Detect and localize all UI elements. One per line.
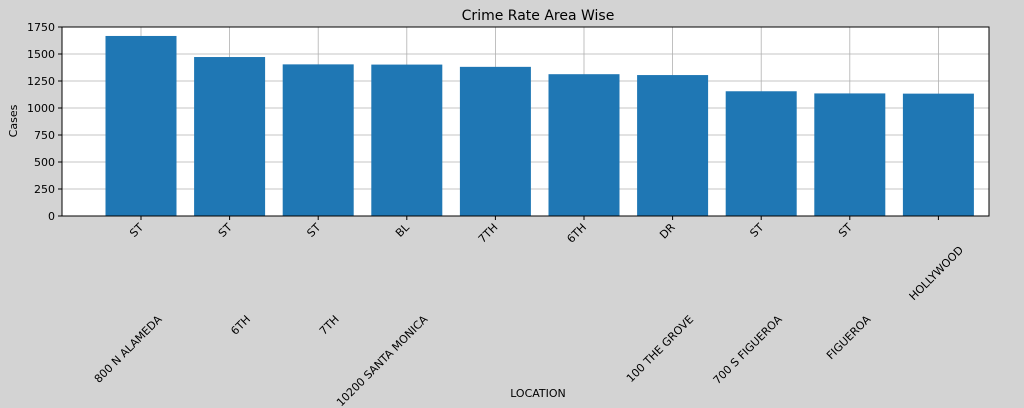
- x-tick-label: 7TH: [476, 221, 501, 246]
- bar: [725, 91, 797, 216]
- bar: [371, 64, 443, 216]
- y-tick-label: 750: [34, 129, 55, 142]
- bar: [105, 35, 177, 216]
- x-tick-label: 800 N ALAMEDAST: [37, 221, 202, 386]
- plot-area: 0 250 500 750 1000 1250 1500 1750 800 N ALAMEDA…: [27, 21, 990, 408]
- bar: [548, 74, 620, 216]
- x-tick-label: 700 S FIGUEROAST: [656, 221, 822, 387]
- y-tick-label: 1250: [27, 75, 55, 88]
- y-tick-label: 1000: [27, 102, 55, 115]
- y-axis-label: Cases: [7, 104, 20, 137]
- bar: [902, 93, 974, 216]
- bar: [459, 66, 531, 217]
- bar: [637, 75, 709, 216]
- x-tick-label: HOLLYWOOD: [907, 244, 966, 303]
- x-tick-label: 7THST: [262, 221, 379, 338]
- bars: [105, 35, 974, 217]
- y-tick-label: 0: [48, 210, 55, 223]
- x-tick-label: 6THST: [173, 221, 290, 338]
- x-tick-label: 6TH: [564, 221, 589, 246]
- chart-title: Crime Rate Area Wise: [462, 8, 615, 24]
- y-axis: 0 250 500 750 1000 1250 1500 1750: [27, 21, 62, 223]
- bar: [282, 64, 354, 216]
- bar: [814, 93, 886, 216]
- x-tick-label: 100 THE GROVEDR: [569, 221, 733, 385]
- y-tick-label: 500: [34, 156, 55, 169]
- plot-border: [61, 26, 990, 217]
- y-tick-label: 250: [34, 183, 55, 196]
- bar: [194, 57, 266, 216]
- x-axis-label: LOCATION: [510, 387, 566, 400]
- y-tick-label: 1500: [27, 48, 55, 61]
- x-tick-label: FIGUEROAST: [769, 221, 910, 362]
- y-tick-label: 1750: [27, 21, 55, 34]
- x-tick-label: 10200 SANTA MONICABL: [279, 220, 468, 408]
